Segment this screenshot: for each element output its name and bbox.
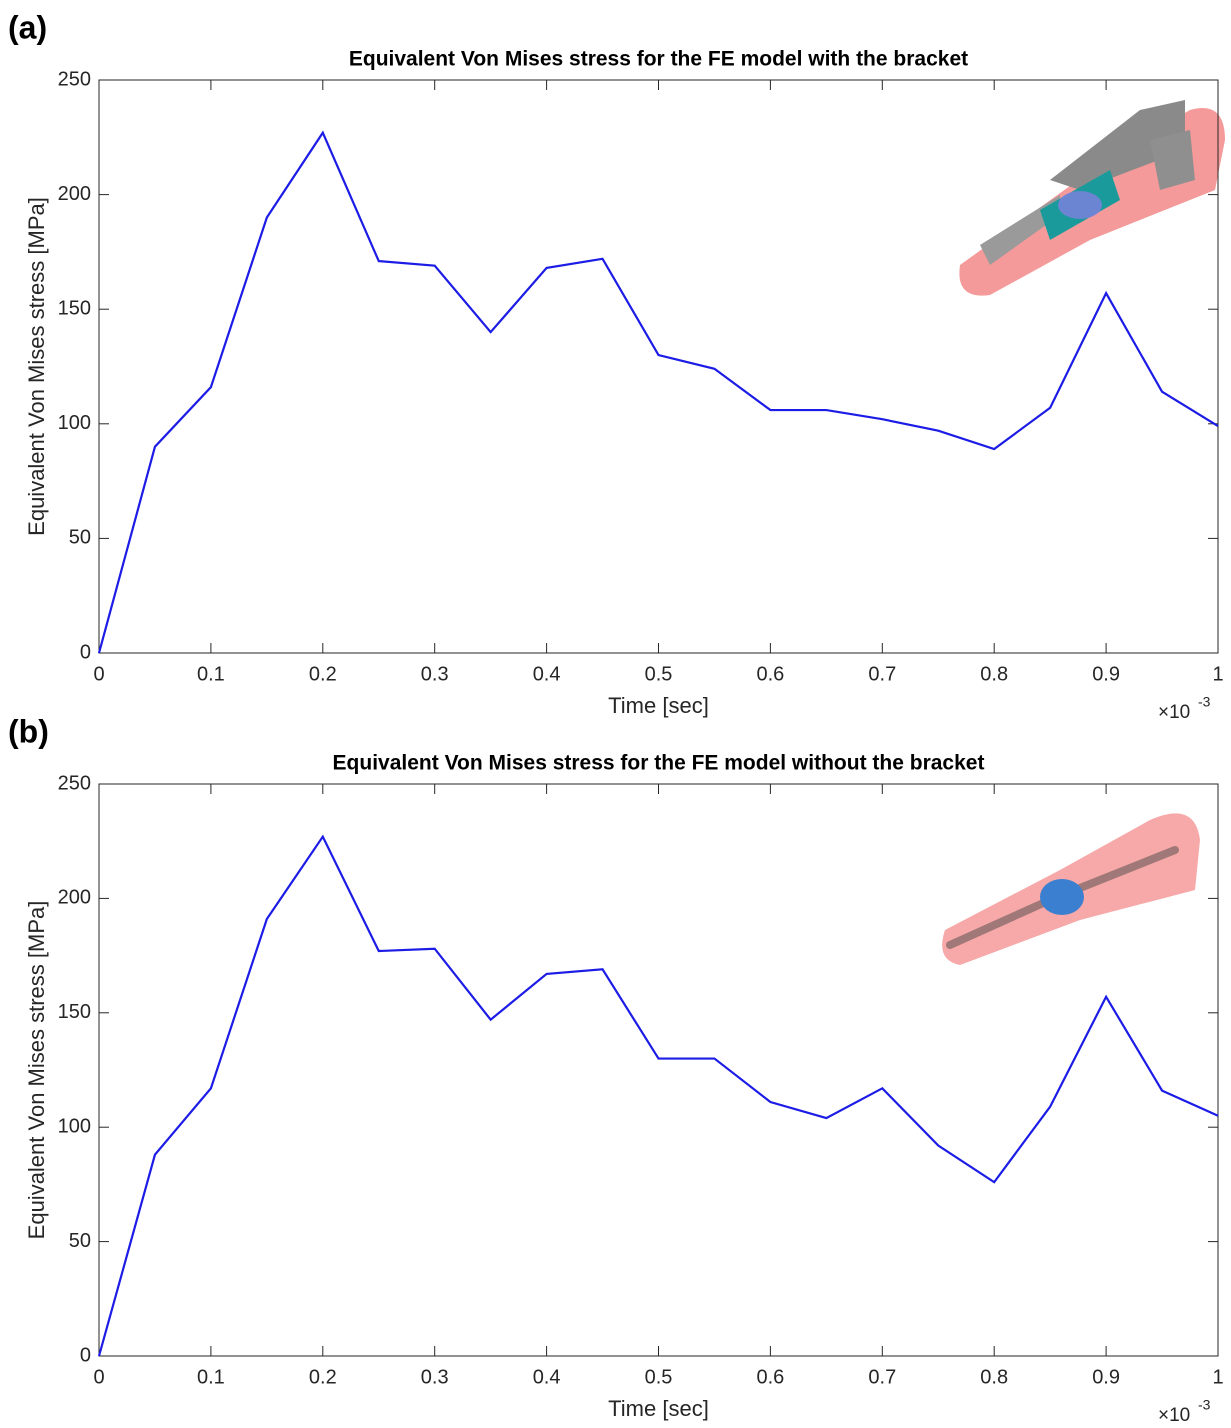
y-tick-label: 50 xyxy=(69,1230,91,1252)
x-tick-label: 0.8 xyxy=(980,1366,1008,1388)
x-tick-label: 0.1 xyxy=(197,1366,225,1388)
x-exponent: -3 xyxy=(1198,1397,1211,1413)
y-tick-label: 100 xyxy=(58,412,91,434)
y-tick-label: 200 xyxy=(58,183,91,205)
y-axis-label: Equivalent Von Mises stress [MPa] xyxy=(24,197,49,536)
x-tick-label: 0.5 xyxy=(645,1366,673,1388)
x-tick-label: 1 xyxy=(1212,1366,1223,1388)
x-tick-label: 0.9 xyxy=(1092,1366,1120,1388)
x-tick-label: 0.6 xyxy=(756,1366,784,1388)
axes-box xyxy=(98,783,1219,1357)
x-tick-label: 0.7 xyxy=(868,663,896,685)
x-tick-label: 0.7 xyxy=(868,1366,896,1388)
y-tick-label: 0 xyxy=(80,641,91,663)
x-tick-label: 0 xyxy=(93,663,104,685)
x-tick-label: 0.4 xyxy=(533,1366,561,1388)
y-tick-label: 250 xyxy=(58,772,91,794)
x-tick-label: 0.1 xyxy=(197,663,225,685)
inset-bone-model xyxy=(942,813,1200,965)
y-tick-label: 50 xyxy=(69,527,91,549)
x-tick-label: 0.2 xyxy=(309,1366,337,1388)
panel-label: (b) xyxy=(8,713,49,749)
y-tick-label: 150 xyxy=(58,297,91,319)
x-tick-label: 0.3 xyxy=(421,1366,449,1388)
data-line xyxy=(97,130,1219,654)
y-tick-label: 200 xyxy=(58,887,91,909)
axes-box xyxy=(98,79,1219,654)
x-tick-label: 0.4 xyxy=(533,663,561,685)
y-tick-label: 100 xyxy=(58,1115,91,1137)
x-tick-label: 0.6 xyxy=(756,663,784,685)
chart-title: Equivalent Von Mises stress for the FE m… xyxy=(333,752,985,775)
inset-bracket-model xyxy=(959,100,1225,296)
panel-label: (a) xyxy=(8,9,47,45)
x-tick-label: 0.5 xyxy=(645,663,673,685)
x-exponent: -3 xyxy=(1198,694,1211,710)
x-tick-label: 0.2 xyxy=(309,663,337,685)
x-axis-label: Time [sec] xyxy=(608,693,709,718)
x-tick-label: 0.9 xyxy=(1092,663,1120,685)
y-tick-label: 250 xyxy=(58,68,91,90)
x-axis-label: Time [sec] xyxy=(608,1396,709,1421)
x-tick-label: 0.3 xyxy=(421,663,449,685)
chart-title: Equivalent Von Mises stress for the FE m… xyxy=(349,48,968,71)
x-multiplier: ×10 xyxy=(1158,702,1190,723)
x-tick-label: 0.8 xyxy=(980,663,1008,685)
x-tick-label: 1 xyxy=(1212,663,1223,685)
x-multiplier: ×10 xyxy=(1158,1405,1190,1426)
y-tick-label: 0 xyxy=(80,1344,91,1366)
data-line xyxy=(97,834,1219,1357)
y-axis-label: Equivalent Von Mises stress [MPa] xyxy=(24,901,49,1240)
y-tick-label: 150 xyxy=(58,1001,91,1023)
x-tick-label: 0 xyxy=(93,1366,104,1388)
